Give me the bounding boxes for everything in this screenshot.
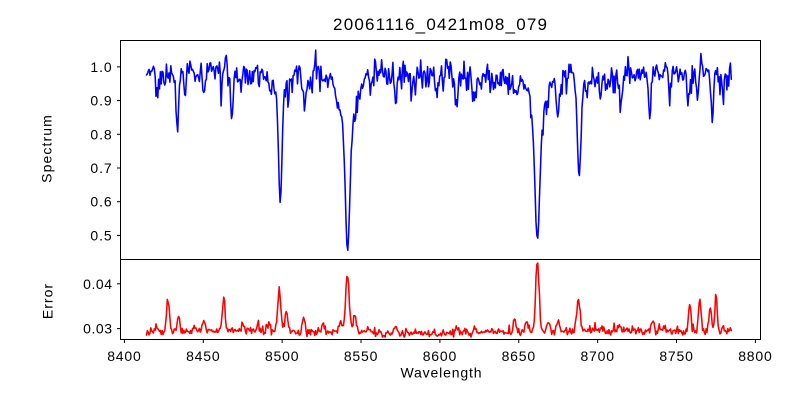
svg-text:0.8: 0.8	[90, 126, 112, 142]
svg-text:1.0: 1.0	[90, 59, 112, 75]
svg-text:8550: 8550	[344, 348, 378, 364]
svg-text:8650: 8650	[502, 348, 536, 364]
svg-text:0.5: 0.5	[90, 227, 112, 243]
svg-text:8700: 8700	[580, 348, 614, 364]
svg-text:Error: Error	[39, 283, 55, 319]
svg-text:0.7: 0.7	[90, 160, 112, 176]
svg-text:0.6: 0.6	[90, 194, 112, 210]
svg-text:0.04: 0.04	[83, 276, 112, 292]
svg-text:Wavelength: Wavelength	[400, 365, 482, 381]
svg-text:8800: 8800	[738, 348, 772, 364]
svg-text:8750: 8750	[659, 348, 693, 364]
svg-text:0.9: 0.9	[90, 93, 112, 109]
svg-text:8450: 8450	[186, 348, 220, 364]
svg-text:8500: 8500	[265, 348, 299, 364]
svg-text:8600: 8600	[423, 348, 457, 364]
svg-text:20061116_0421m08_079: 20061116_0421m08_079	[333, 15, 548, 34]
svg-text:0.03: 0.03	[83, 321, 112, 337]
svg-text:Spectrum: Spectrum	[39, 114, 55, 183]
svg-text:8400: 8400	[107, 348, 141, 364]
